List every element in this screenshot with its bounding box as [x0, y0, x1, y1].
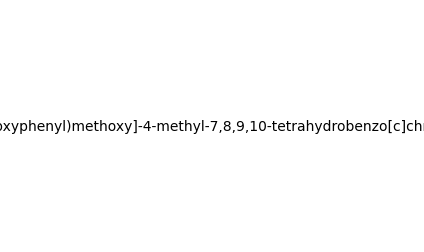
- Text: 3-[(3-methoxyphenyl)methoxy]-4-methyl-7,8,9,10-tetrahydrobenzo[c]chromen-6-one: 3-[(3-methoxyphenyl)methoxy]-4-methyl-7,…: [0, 120, 424, 134]
